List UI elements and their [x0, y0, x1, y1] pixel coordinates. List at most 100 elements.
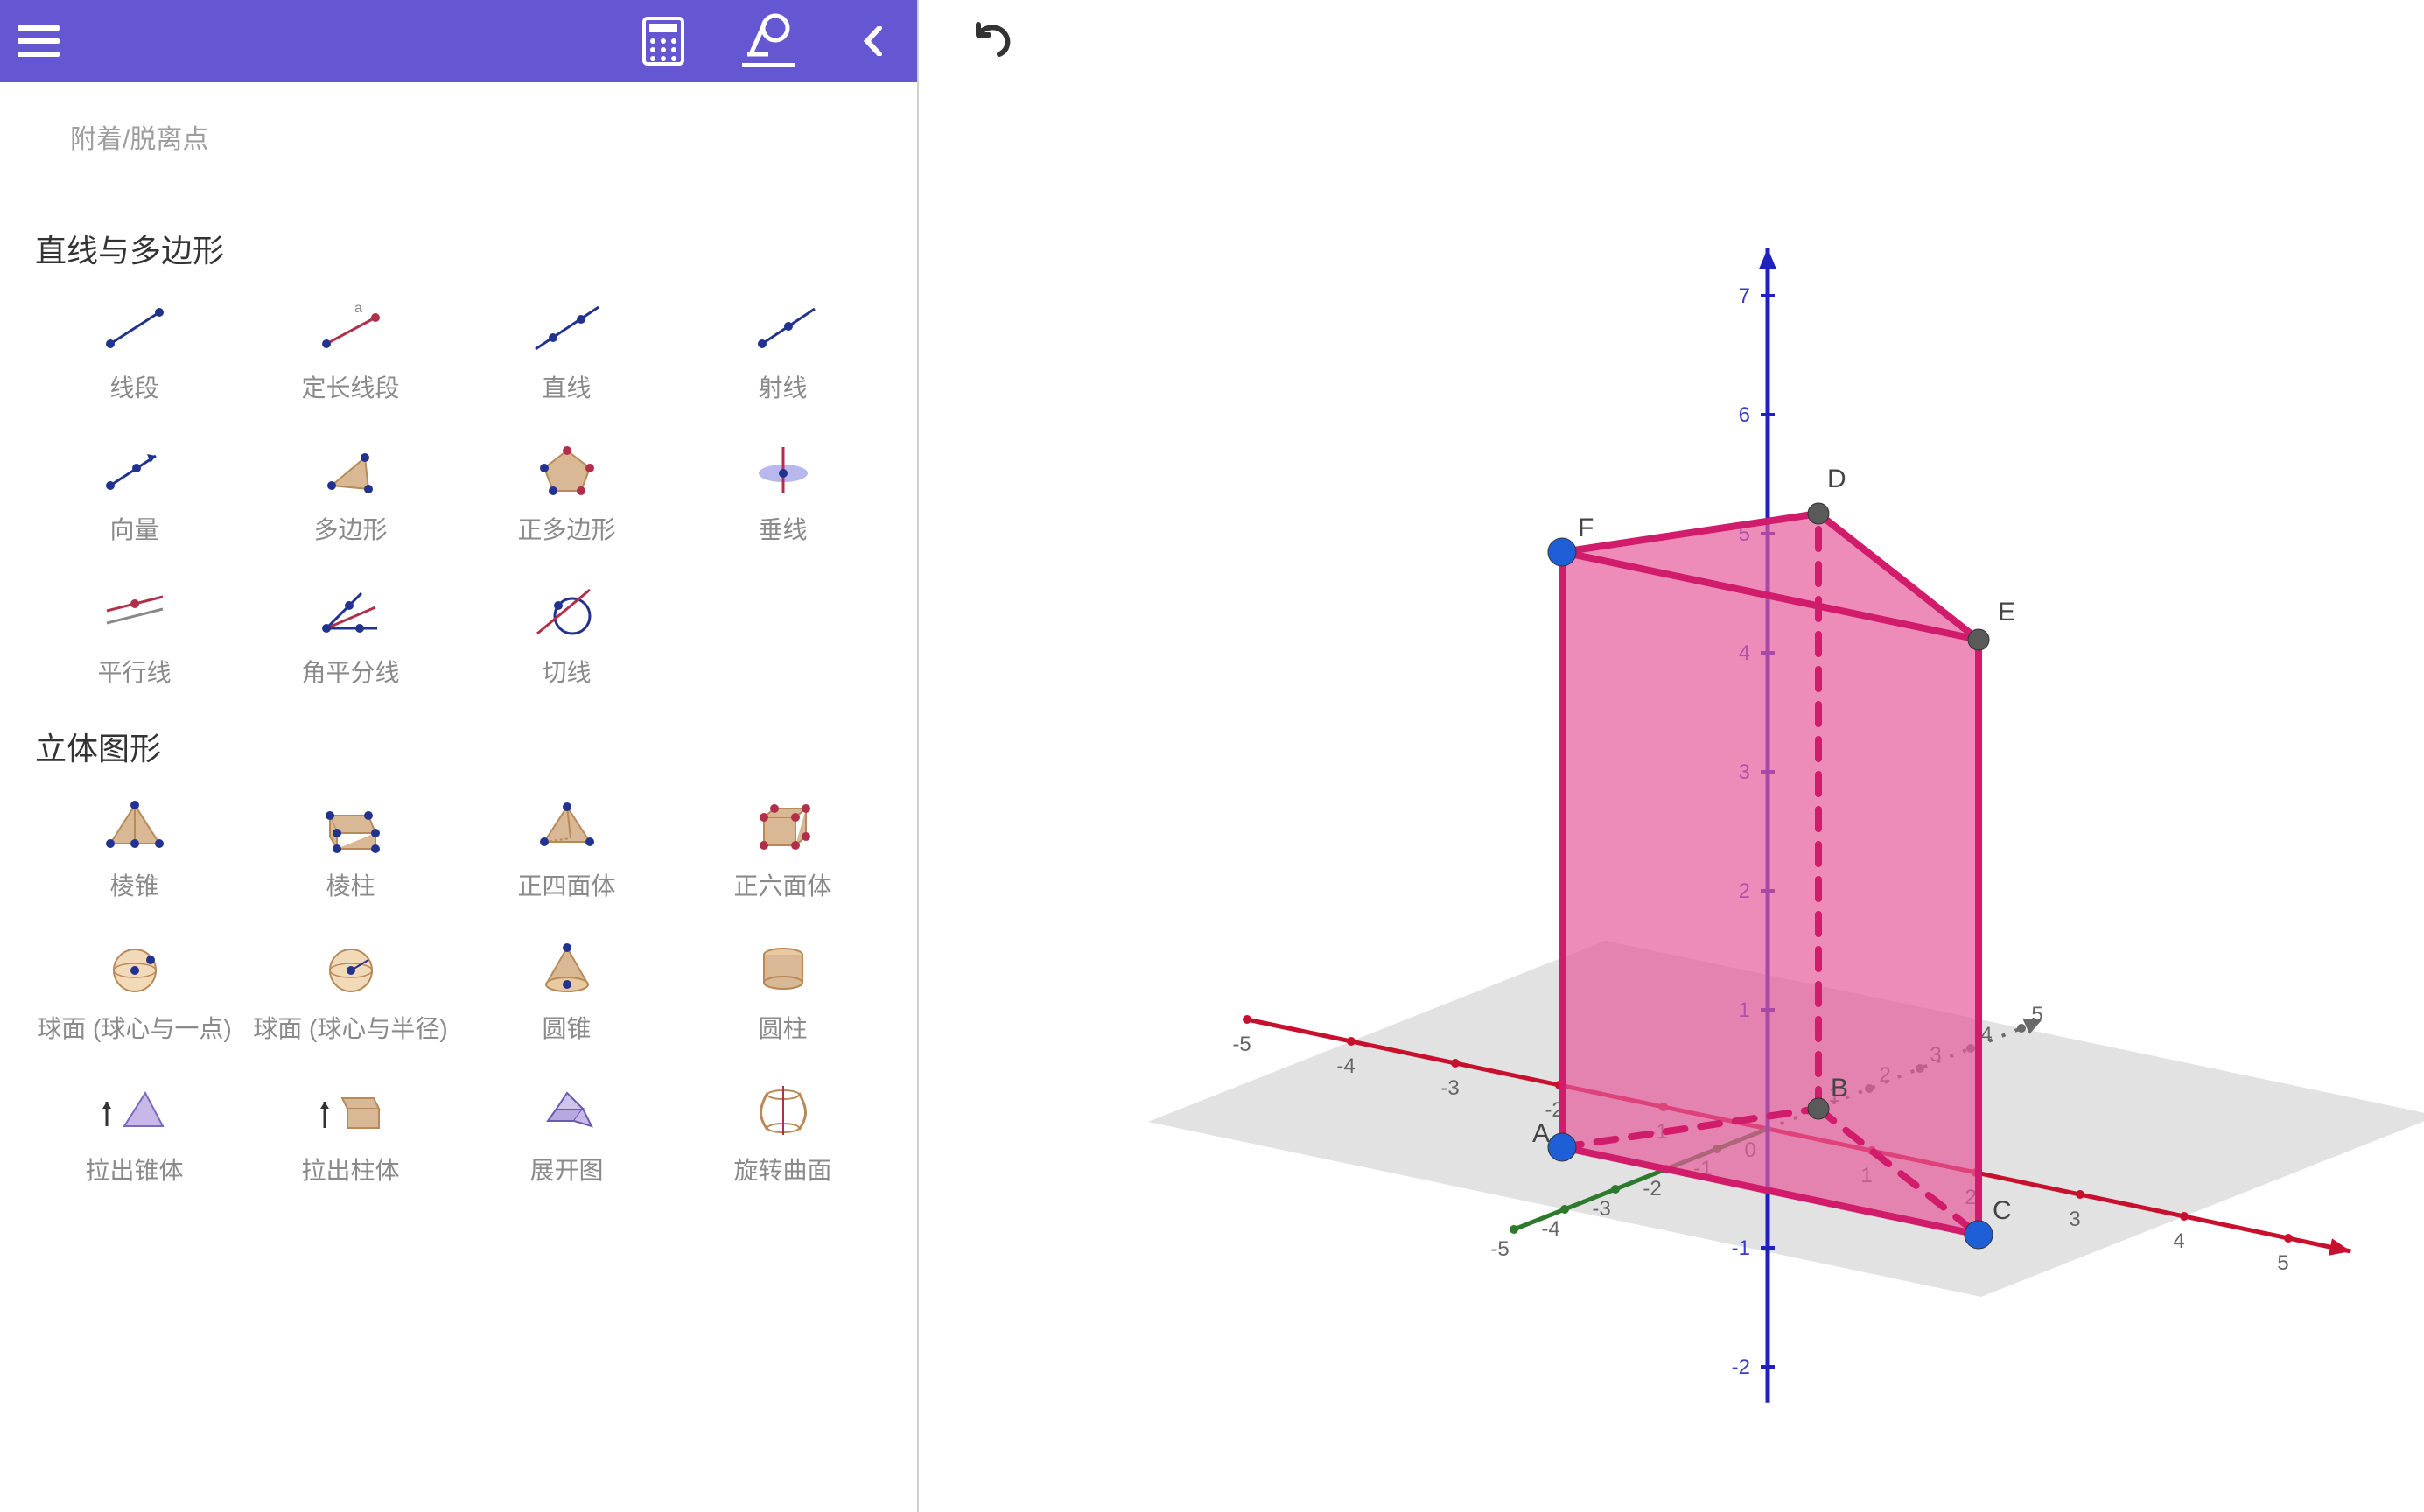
tool-label: 定长线段: [301, 373, 399, 404]
x-tick: [1451, 1059, 1460, 1068]
tool-label: 正六面体: [733, 871, 831, 902]
sphere-r-icon: [312, 938, 390, 999]
tool-surface-rev[interactable]: 旋转曲面: [683, 1080, 882, 1186]
point-D[interactable]: [1808, 503, 1829, 524]
y-tick: [1510, 1225, 1518, 1234]
x-tick: [1347, 1037, 1356, 1046]
prism-face[interactable]: [1562, 514, 1818, 1147]
tool-pyramid[interactable]: 棱锥: [35, 795, 234, 902]
tool-tetrahedron[interactable]: 正四面体: [467, 795, 666, 902]
tool-tangent[interactable]: 切线: [467, 582, 666, 689]
point-F[interactable]: [1548, 538, 1576, 566]
point-label-D: D: [1827, 465, 1846, 494]
parallel-icon: [95, 582, 174, 643]
tool-label: 平行线: [97, 657, 171, 689]
x-tick-label: -4: [1336, 1054, 1355, 1078]
y-tick-label: -4: [1541, 1217, 1559, 1241]
tool-label: 射线: [758, 373, 807, 404]
tool-perpendicular[interactable]: 垂线: [683, 439, 882, 546]
point-B[interactable]: [1808, 1098, 1829, 1119]
z-axis-arrow: [1759, 248, 1776, 270]
pyramid-icon: [95, 795, 174, 857]
prev-section-hint: 附着/脱离点: [35, 100, 882, 191]
tool-label: 展开图: [529, 1155, 603, 1186]
tool-cylinder[interactable]: 圆柱: [683, 938, 882, 1045]
x-tick-label: 4: [2173, 1229, 2184, 1253]
calculator-icon[interactable]: [637, 15, 690, 67]
tool-label: 正多边形: [517, 514, 615, 546]
y-tick-label: -5: [1490, 1237, 1509, 1261]
y-tick: [1611, 1185, 1620, 1194]
y-tick: [1560, 1205, 1569, 1214]
tool-vector[interactable]: 向量: [35, 439, 234, 546]
cylinder-icon: [744, 938, 823, 999]
x-tick-label: -3: [1440, 1076, 1459, 1100]
point-A[interactable]: [1548, 1133, 1576, 1161]
tangent-icon: [528, 582, 606, 643]
point-label-A: A: [1532, 1119, 1550, 1148]
point-label-C: C: [1993, 1196, 2012, 1225]
y-tick-label: 5: [2031, 1003, 2042, 1026]
tool-sphere-r[interactable]: 球面 (球心与半径): [251, 938, 450, 1045]
x-tick: [2076, 1190, 2084, 1199]
tool-sphere-pt[interactable]: 球面 (球心与一点): [35, 938, 234, 1045]
surface-rev-icon: [744, 1080, 823, 1141]
x-tick: [1243, 1015, 1251, 1024]
tool-label: 直线: [542, 373, 591, 404]
cube-icon: [744, 795, 823, 857]
graphics-view-3d[interactable]: -5-4-3-2-112345-5-4-3-2-112345-2-1123456…: [919, 0, 2424, 1512]
tool-extrude-prism[interactable]: 拉出柱体: [251, 1080, 450, 1186]
tool-polygon[interactable]: 多边形: [251, 439, 450, 546]
section-title: 直线与多边形: [35, 226, 882, 271]
cone-icon: [528, 938, 606, 999]
tool-label: 圆锥: [542, 1013, 591, 1045]
tool-ray[interactable]: 射线: [683, 298, 882, 404]
tool-regular-polygon[interactable]: 正多边形: [467, 439, 666, 546]
line-icon: [528, 298, 606, 359]
point-C[interactable]: [1965, 1221, 1993, 1249]
tool-label: 切线: [542, 657, 591, 689]
segment-fixed-icon: a: [312, 298, 390, 359]
tool-segment[interactable]: 线段: [35, 298, 234, 404]
segment-icon: [95, 298, 174, 359]
z-tick-label: -1: [1732, 1236, 1750, 1260]
tool-angle-bisector[interactable]: 角平分线: [251, 582, 450, 689]
y-tick-label: -3: [1592, 1197, 1610, 1221]
tool-segment-fixed[interactable]: a 定长线段: [251, 298, 450, 404]
x-tick-label: 5: [2277, 1251, 2288, 1275]
collapse-icon[interactable]: [847, 15, 900, 67]
tool-label: 圆柱: [758, 1013, 807, 1045]
vector-icon: [95, 439, 174, 500]
tetrahedron-icon: [528, 795, 606, 857]
app-toolbar: [0, 0, 917, 82]
menu-icon[interactable]: [18, 25, 60, 57]
tool-label: 多边形: [313, 514, 387, 546]
x-tick: [2284, 1234, 2293, 1242]
tool-cone[interactable]: 圆锥: [467, 938, 666, 1045]
tool-label: 垂线: [758, 514, 807, 546]
geometry-tools-icon[interactable]: [742, 15, 795, 67]
tool-grid: 棱锥 棱柱 正四面体 正六面体 球面 (球心与一点) 球面 (球心与半径) 圆锥…: [35, 795, 882, 1186]
point-E[interactable]: [1968, 629, 1989, 650]
tool-label: 角平分线: [301, 657, 399, 689]
perpendicular-icon: [744, 439, 823, 500]
prism-icon: [312, 795, 390, 857]
net-icon: [528, 1080, 606, 1141]
graphics-svg[interactable]: -5-4-3-2-112345-5-4-3-2-112345-2-1123456…: [919, 0, 2424, 1512]
tool-cube[interactable]: 正六面体: [683, 795, 882, 902]
section-title: 立体图形: [35, 724, 882, 769]
tool-sidebar: 附着/脱离点 直线与多边形 线段a 定长线段 直线 射线 向量 多边形 正多边形…: [0, 0, 919, 1512]
tool-line[interactable]: 直线: [467, 298, 666, 404]
tool-grid: 线段a 定长线段 直线 射线 向量 多边形 正多边形 垂线 平行线 角平分线 切…: [35, 298, 882, 689]
tool-parallel[interactable]: 平行线: [35, 582, 234, 689]
tool-tray[interactable]: 附着/脱离点 直线与多边形 线段a 定长线段 直线 射线 向量 多边形 正多边形…: [0, 82, 917, 1512]
tool-extrude-pyramid[interactable]: 拉出锥体: [35, 1080, 234, 1186]
angle-bisector-icon: [312, 582, 390, 643]
x-tick-label: -5: [1232, 1032, 1251, 1056]
x-axis-arrow: [2329, 1238, 2351, 1256]
regular-polygon-icon: [528, 439, 606, 500]
tool-net[interactable]: 展开图: [467, 1080, 666, 1186]
tool-label: 棱柱: [326, 871, 375, 902]
tool-prism[interactable]: 棱柱: [251, 795, 450, 902]
svg-text:a: a: [354, 301, 362, 316]
